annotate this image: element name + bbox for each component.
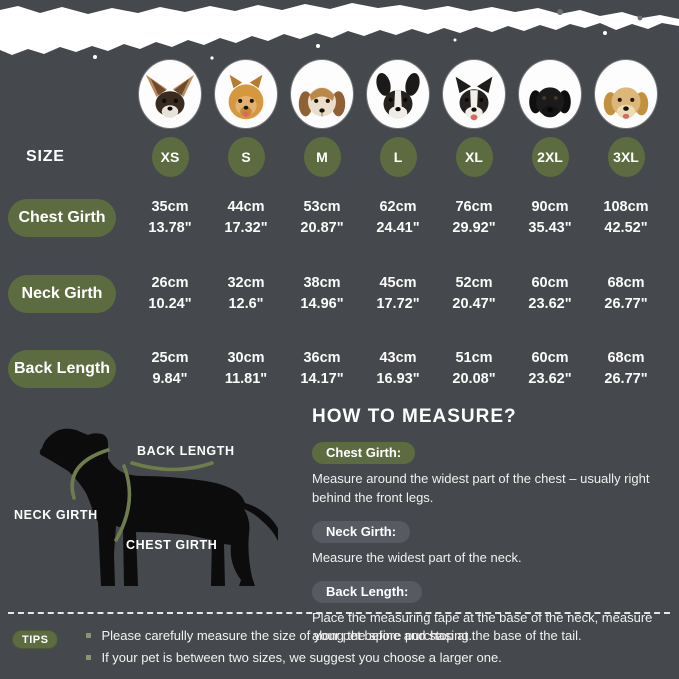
table-cell: 43cm 16.93"	[376, 350, 420, 387]
neck-girth-pill: Neck Girth:	[312, 520, 411, 543]
neck-girth-row-label: Neck Girth	[8, 274, 116, 313]
table-cell: 32cm 12.6"	[227, 274, 265, 312]
chest-girth-diagram-label: CHEST GIRTH	[126, 538, 218, 552]
chest-girth-pill: Chest Girth:	[312, 442, 416, 464]
dog-photo-golden-retriever	[588, 60, 664, 128]
border-collie-icon	[443, 60, 505, 128]
black-labrador-icon	[519, 60, 581, 128]
tip-item: Please carefully measure the size of you…	[86, 628, 501, 643]
dog-photo-chihuahua	[132, 60, 208, 128]
back-length-row-label: Back Length	[8, 350, 116, 388]
dog-photo-beagle	[284, 60, 360, 128]
back-length-diagram-label: BACK LENGTH	[137, 444, 235, 458]
neck-girth-diagram-label: NECK GIRTH	[14, 508, 98, 522]
size-header-row: SIZE XS S M L XL 2XL 3XL	[0, 134, 666, 180]
table-cell: 38cm 14.96"	[300, 274, 344, 312]
measure-item-chest: Chest Girth: Measure around the widest p…	[312, 442, 668, 508]
beagle-icon	[291, 60, 353, 128]
how-to-measure-section: HOW TO MEASURE? Chest Girth: Measure aro…	[312, 406, 668, 659]
torn-paper-edge	[0, 3, 679, 60]
table-cell: 36cm 14.17"	[300, 350, 344, 387]
table-cell: 30cm 11.81"	[224, 350, 268, 387]
table-cell: 76cm 29.92"	[452, 199, 496, 236]
tips-list: Please carefully measure the size of you…	[86, 628, 502, 672]
table-cell: 53cm 20.87"	[300, 199, 344, 236]
measure-item-neck: Neck Girth: Measure the widest part of t…	[312, 520, 668, 568]
size-badge-3xl: 3XL	[607, 137, 645, 177]
tips-badge: TIPS	[12, 630, 59, 649]
dog-photo-pomeranian	[208, 60, 284, 128]
size-badge-2xl: 2XL	[531, 137, 569, 177]
table-cell: 44cm 17.32"	[224, 199, 268, 236]
tip-item: If your pet is between two sizes, we sug…	[86, 650, 502, 665]
neck-girth-row: Neck Girth 26cm 10.24" 32cm 12.6" 38cm 14.9…	[0, 256, 666, 331]
size-badge-m: M	[303, 137, 341, 177]
table-cell: 26cm 10.24"	[148, 274, 192, 312]
table-cell: 51cm 20.08"	[452, 350, 496, 387]
dashed-divider	[8, 612, 670, 614]
table-cell: 90cm 35.43"	[528, 199, 572, 236]
table-cell: 35cm 13.78"	[148, 199, 192, 236]
back-length-pill: Back Length:	[312, 580, 423, 603]
chest-girth-row-label: Chest Girth	[8, 199, 116, 237]
table-cell: 52cm 20.47"	[452, 274, 496, 312]
dog-photo-black-labrador	[512, 60, 588, 128]
neck-girth-instructions: Measure the widest part of the neck.	[312, 549, 522, 565]
back-length-row: Back Length 25cm 9.84" 30cm 11.81" 36cm 14.…	[0, 331, 666, 407]
golden-retriever-icon	[595, 60, 657, 128]
bullet-icon	[86, 633, 92, 638]
size-badge-l: L	[379, 137, 417, 177]
chest-girth-row: Chest Girth 35cm 13.78" 44cm 17.32" 53cm 20…	[0, 180, 666, 256]
size-table: SIZE XS S M L XL 2XL 3XL Chest Girth 35c…	[0, 54, 666, 407]
measurement-diagram: BACK LENGTH NECK GIRTH CHEST GIRTH	[0, 400, 302, 612]
table-cell: 60cm 23.62"	[528, 350, 572, 387]
size-badge-xs: XS	[151, 137, 189, 177]
dog-silhouette-icon	[39, 428, 278, 586]
tips-section: TIPS Please carefully measure the size o…	[12, 628, 662, 672]
table-cell: 62cm 24.41"	[376, 199, 420, 236]
chest-girth-instructions: Measure around the widest part of the ch…	[312, 471, 650, 505]
table-cell: 68cm 26.77"	[604, 350, 648, 387]
tip-text: If your pet is between two sizes, we sug…	[101, 650, 502, 665]
table-cell: 45cm 17.72"	[376, 274, 420, 312]
how-to-measure-title: HOW TO MEASURE?	[312, 406, 517, 427]
dog-photos-row	[0, 54, 666, 134]
table-cell: 60cm 23.62"	[528, 274, 572, 312]
bullet-icon	[86, 655, 92, 660]
dog-photo-french-bulldog	[360, 60, 436, 128]
size-badge-s: S	[227, 137, 265, 177]
tip-text: Please carefully measure the size of you…	[101, 628, 473, 643]
pomeranian-icon	[215, 60, 277, 128]
size-badge-xl: XL	[455, 137, 493, 177]
table-cell: 25cm 9.84"	[151, 350, 189, 387]
size-header-label: SIZE	[26, 148, 65, 165]
table-cell: 108cm 42.52"	[603, 199, 649, 236]
french-bulldog-icon	[367, 60, 429, 128]
dog-photo-border-collie	[436, 60, 512, 128]
chihuahua-icon	[139, 60, 201, 128]
table-cell: 68cm 26.77"	[604, 274, 648, 312]
